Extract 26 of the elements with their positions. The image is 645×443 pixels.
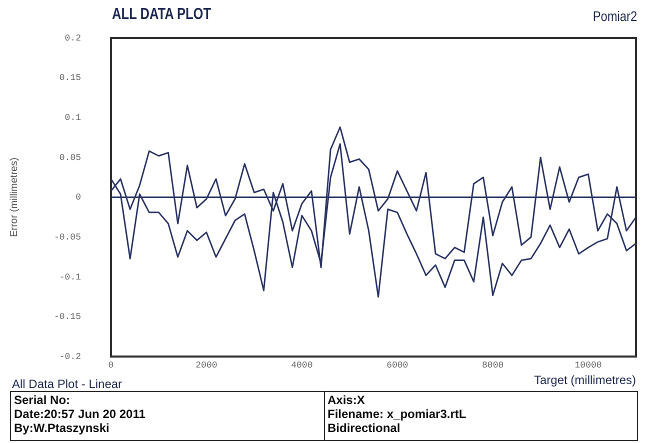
y-tick-label: -0.1 <box>59 272 81 282</box>
text: All Data Plot - Linear <box>12 377 122 391</box>
chart-title: ALL DATA PLOT <box>112 6 212 24</box>
x-axis-title: Target (millimetres) <box>534 372 636 387</box>
y-tick-label: -0.05 <box>54 232 81 243</box>
x-tick-label: 4000 <box>291 360 313 370</box>
text: Date:20:57 Jun 20 2011 <box>14 407 146 421</box>
x-tick-label: 0 <box>108 360 114 370</box>
y-tick-label: -0.2 <box>59 352 81 362</box>
text: Axis:X <box>328 393 365 407</box>
text: By:W.Ptaszynski <box>14 421 110 435</box>
y-tick-label: -0.15 <box>54 312 81 322</box>
x-tick-label: 2000 <box>196 360 218 370</box>
y-tick-label: 0.05 <box>59 152 81 163</box>
chart-subtitle: Pomiar2 <box>592 8 637 24</box>
text: Serial No: <box>14 393 70 407</box>
x-tick-label: 6000 <box>386 360 408 370</box>
y-tick-label: 0.2 <box>64 33 81 44</box>
text: Filename: x_pomiar3.rtL <box>328 407 466 421</box>
x-tick-label: 10000 <box>574 360 602 370</box>
y-tick-label: 0 <box>76 192 81 203</box>
y-axis-title: Error (millimetres) <box>8 158 20 238</box>
y-tick-label: 0.15 <box>59 73 81 84</box>
x-tick-label: 8000 <box>482 360 504 370</box>
y-tick-label: 0.1 <box>64 113 81 124</box>
text: Bidirectional <box>328 421 400 435</box>
